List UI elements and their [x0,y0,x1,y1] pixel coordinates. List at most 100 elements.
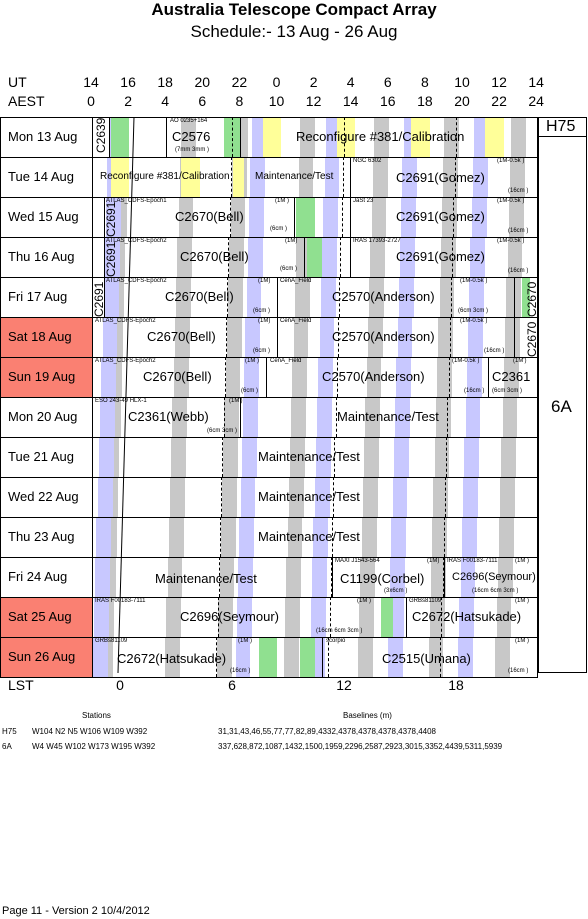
day-label: Wed 15 Aug [8,209,79,224]
lst-hour-18: 18 [448,677,464,693]
lst-hour-12: 12 [336,677,352,693]
twilight-band [97,477,113,517]
night-band [229,237,245,277]
twilight-band [101,357,117,397]
band-label: (6cm ) [280,266,297,272]
aest-hour: 0 [87,93,95,109]
night-band [428,637,444,677]
page-title: Australia Telescope Compact Array [151,0,437,19]
aest-hour: 22 [491,93,507,109]
source-name: CenA_Field [280,278,312,284]
project-code: Reconfigure #381/Calibration [296,129,465,144]
source-name: NGC 6302 [353,158,382,164]
night-band [221,477,237,517]
day-row: Tue 14 Aug Reconfigure #381/Calibration Ma… [0,157,538,198]
project-code: Maintenance/Test [258,489,360,504]
twilight-band [397,317,413,357]
reconfig-band [411,117,430,157]
night-band [167,557,183,597]
band-label: (1M ) [238,638,252,644]
band-label: (1M) [285,238,298,244]
source-name: scorpio [326,638,346,644]
twilight-band [391,517,407,557]
aest-hour: 4 [161,93,170,109]
band-label: (16cm ) [484,348,505,354]
night-band [170,477,185,517]
twilight-band [458,637,474,677]
project-code: C2670(Bell) [165,289,234,304]
project-code: C2361 [492,369,531,384]
page-subtitle: Schedule:- 13 Aug - 26 Aug [190,22,398,41]
band-label: (1M ) [245,358,259,364]
twilight-band [236,597,252,637]
day-row: Mon 20 Aug ESO 243-49 HLX-1 (1M') C2361(Web… [0,397,538,438]
night-band [503,357,519,397]
band-label: (1M-0.5k ) [452,358,480,364]
night-band [228,277,243,317]
twilight-band [315,437,331,477]
source-name: ATLAS_CDFS-Epoch2 [106,238,167,244]
night-band [438,317,454,357]
band-label: (3x6cm ) [384,588,408,594]
twilight-band [460,557,476,597]
night-band [294,277,310,317]
band-label: (16cm ) [508,188,529,194]
source-name: ESO 243-49 HLX-1 [95,398,147,404]
twilight-band [235,637,251,677]
aest-hour: 6 [198,93,207,109]
aest-hour: 8 [235,93,244,109]
aest-hour: 2 [124,93,132,109]
night-band [435,397,451,437]
project-code: C2670(Bell) [180,249,249,264]
twilight-band [463,477,478,517]
band-label: (6cm 3cm ) [492,388,522,394]
twilight-band [105,237,120,277]
twilight-band [318,357,334,397]
source-name: IRAS F00183-7111 [447,558,498,564]
day-label: Sun 19 Aug [0,357,92,397]
aest-hour: 10 [268,93,285,109]
source-name: ATLAS_CDFS-Epoch2 [95,318,156,324]
night-band [433,477,449,517]
night-band [174,317,190,357]
twilight-band [239,517,255,557]
config-band [296,197,315,237]
twilight-band [388,597,404,637]
band-label: (1M-0.5k ) [497,198,525,204]
twilight-band [319,317,335,357]
day-label: Sat 25 Aug [0,597,92,637]
band-label: (6cm ) [270,226,287,232]
twilight-band [387,637,403,677]
twilight-band [103,277,119,317]
night-band [171,437,187,477]
project-code: C2672(Hatsukade) [412,609,522,624]
night-band [500,477,516,517]
night-band [177,237,193,277]
band-label: (1M-0.5k ) [497,158,525,164]
lst-label: LST [8,677,34,693]
night-band [511,117,527,157]
night-band [283,637,299,677]
night-band [496,597,512,637]
band-label: (1M ) [357,598,371,604]
ut-hour: 14 [528,74,544,90]
twilight-band [98,437,114,477]
day-label: Tue 14 Aug [8,169,75,184]
night-band [218,597,234,637]
night-band [502,397,518,437]
twilight-band [249,197,264,237]
band-label: (6cm ) [241,388,258,394]
band-label: (1M) [258,278,271,284]
band-label: (1M) [258,318,271,324]
source-name: ATLAS_CDFS-Epoch2 [106,278,167,284]
band-label: (1M-0.5k ) [460,278,488,284]
night-band [505,317,520,357]
night-band [365,397,381,437]
night-band [298,157,314,197]
twilight-band [320,277,336,317]
project-code: C2570(Anderson) [322,369,425,384]
project-code: C2691(Gomez) [396,249,485,264]
twilight-band [399,237,415,277]
project-code: C2670(Bell) [175,209,244,224]
night-band [219,557,235,597]
